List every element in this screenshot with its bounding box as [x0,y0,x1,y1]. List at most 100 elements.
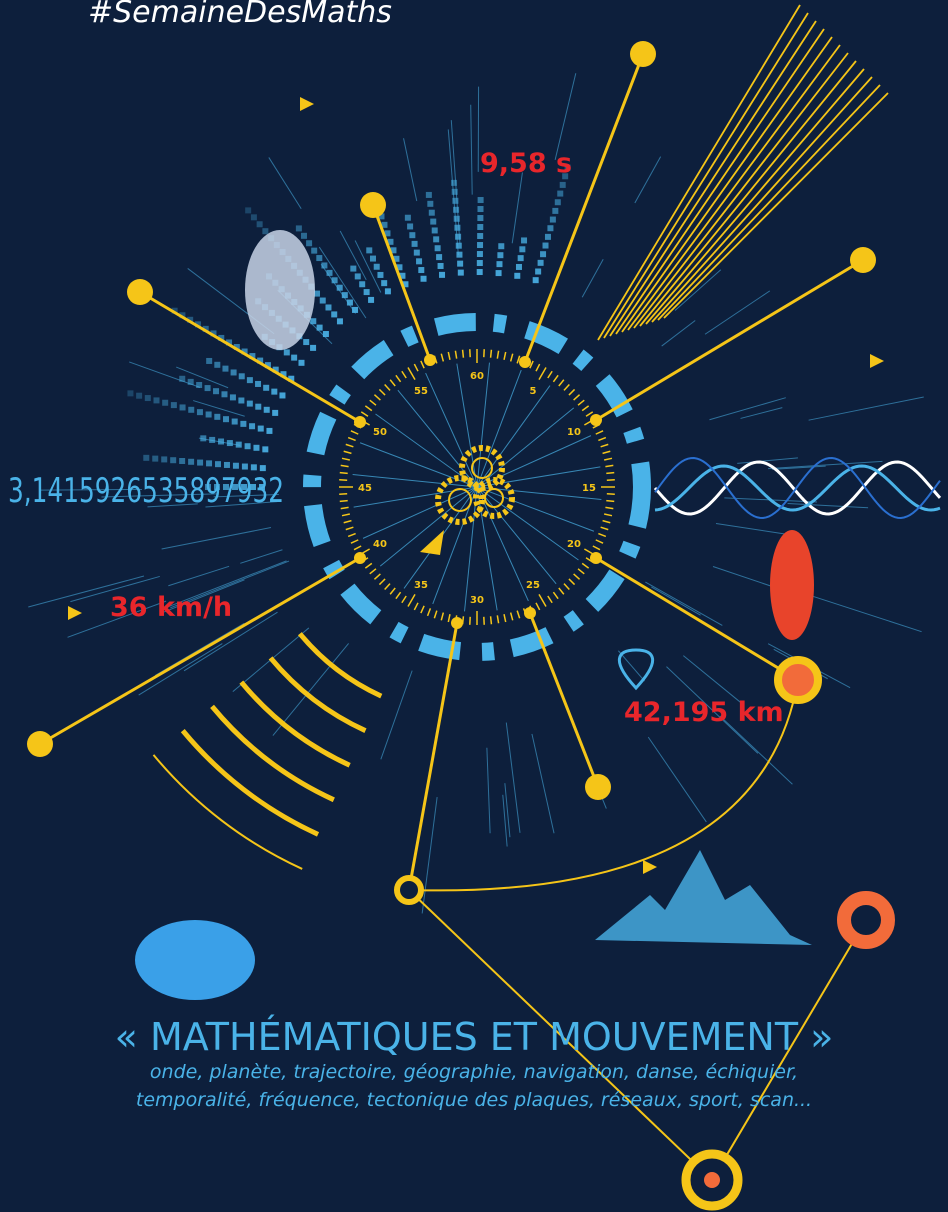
eq-cell [405,215,411,221]
eq-cell [377,272,383,278]
dancer [770,530,814,640]
eq-cell [416,258,422,264]
spoke-base [590,552,602,564]
node [778,660,818,700]
eq-cell [435,245,441,251]
eq-cell [385,288,391,294]
eq-cell [433,236,439,242]
dial-label: 60 [470,371,484,382]
eq-cell [477,242,483,248]
eq-cell [426,192,432,198]
hashtag: #SemaineDesMaths [88,0,392,30]
eq-cell [347,300,353,306]
eq-cell [552,208,558,214]
eq-cell [331,311,337,317]
title: « MATHÉMATIQUES ET MOUVEMENT » [115,1015,834,1059]
eq-cell [245,443,251,449]
eq-cell [368,297,374,303]
dial-tick [463,350,464,358]
eq-cell [245,207,251,213]
eq-cell [432,227,438,233]
eq-cell [145,395,151,401]
eq-cell [232,419,238,425]
eq-cell [439,272,445,278]
eq-cell [257,221,263,227]
eq-cell [253,445,259,451]
eq-cell [171,402,177,408]
spoke-base [451,617,463,629]
eq-cell [477,269,483,275]
eq-cell [215,461,221,467]
distance-figure: 42,195 km [624,697,784,728]
breakdancer [135,920,255,1000]
eq-cell [153,397,159,403]
dial-label: 45 [358,483,372,494]
eq-cell [456,243,462,249]
eq-cell [364,289,370,295]
eq-cell [454,216,460,222]
eq-cell [196,382,202,388]
eq-cell [497,252,503,258]
eq-cell [452,189,458,195]
dial-label: 50 [373,427,387,438]
eq-cell [218,438,224,444]
eq-cell [227,440,233,446]
eq-cell [521,237,527,243]
dial-label: 55 [414,386,428,397]
eq-cell [200,435,206,441]
eq-cell [263,385,269,391]
eq-cell [477,260,483,266]
eq-cell [180,404,186,410]
eq-cell [352,307,358,313]
eq-cell [206,460,212,466]
eq-cell [255,381,261,387]
eq-cell [205,385,211,391]
dial-label: 40 [373,539,387,550]
eq-cell [550,217,556,223]
eq-cell [359,281,365,287]
eq-cell [409,232,415,238]
eq-cell [264,407,270,413]
eq-cell [436,254,442,260]
spoke-end [850,247,876,273]
spoke-end [360,192,386,218]
dial-tick [491,616,492,624]
eq-cell [262,446,268,452]
eq-cell [427,201,433,207]
keywords-line: temporalité, fréquence, tectonique des p… [136,1089,812,1111]
eq-cell [279,392,285,398]
eq-cell [306,240,312,246]
eq-cell [557,191,563,197]
eq-cell [242,464,248,470]
eq-cell [239,373,245,379]
eq-cell [498,243,504,249]
eq-cell [538,260,544,266]
eq-cell [458,270,464,276]
eq-cell [457,261,463,267]
eq-cell [323,331,329,337]
eq-cell [188,379,194,385]
eq-cell [214,414,220,420]
dial-label: 35 [414,580,428,591]
eq-cell [262,228,268,234]
eq-cell [540,251,546,257]
eq-cell [325,304,331,310]
eq-cell [451,180,457,186]
spoke-end [585,774,611,800]
eq-cell [332,277,338,283]
eq-cell [421,276,427,282]
eq-cell [152,456,158,462]
time-figure: 9,58 s [480,148,572,179]
eq-cell [545,234,551,240]
node [844,898,888,942]
eq-cell [496,270,502,276]
eq-cell [303,339,309,345]
eq-cell [233,463,239,469]
spoke-end [630,41,656,67]
eq-cell [516,264,522,270]
eq-cell [477,233,483,239]
dial-label: 25 [526,580,540,591]
eq-cell [370,256,376,262]
eq-cell [543,243,549,249]
eq-cell [271,389,277,395]
